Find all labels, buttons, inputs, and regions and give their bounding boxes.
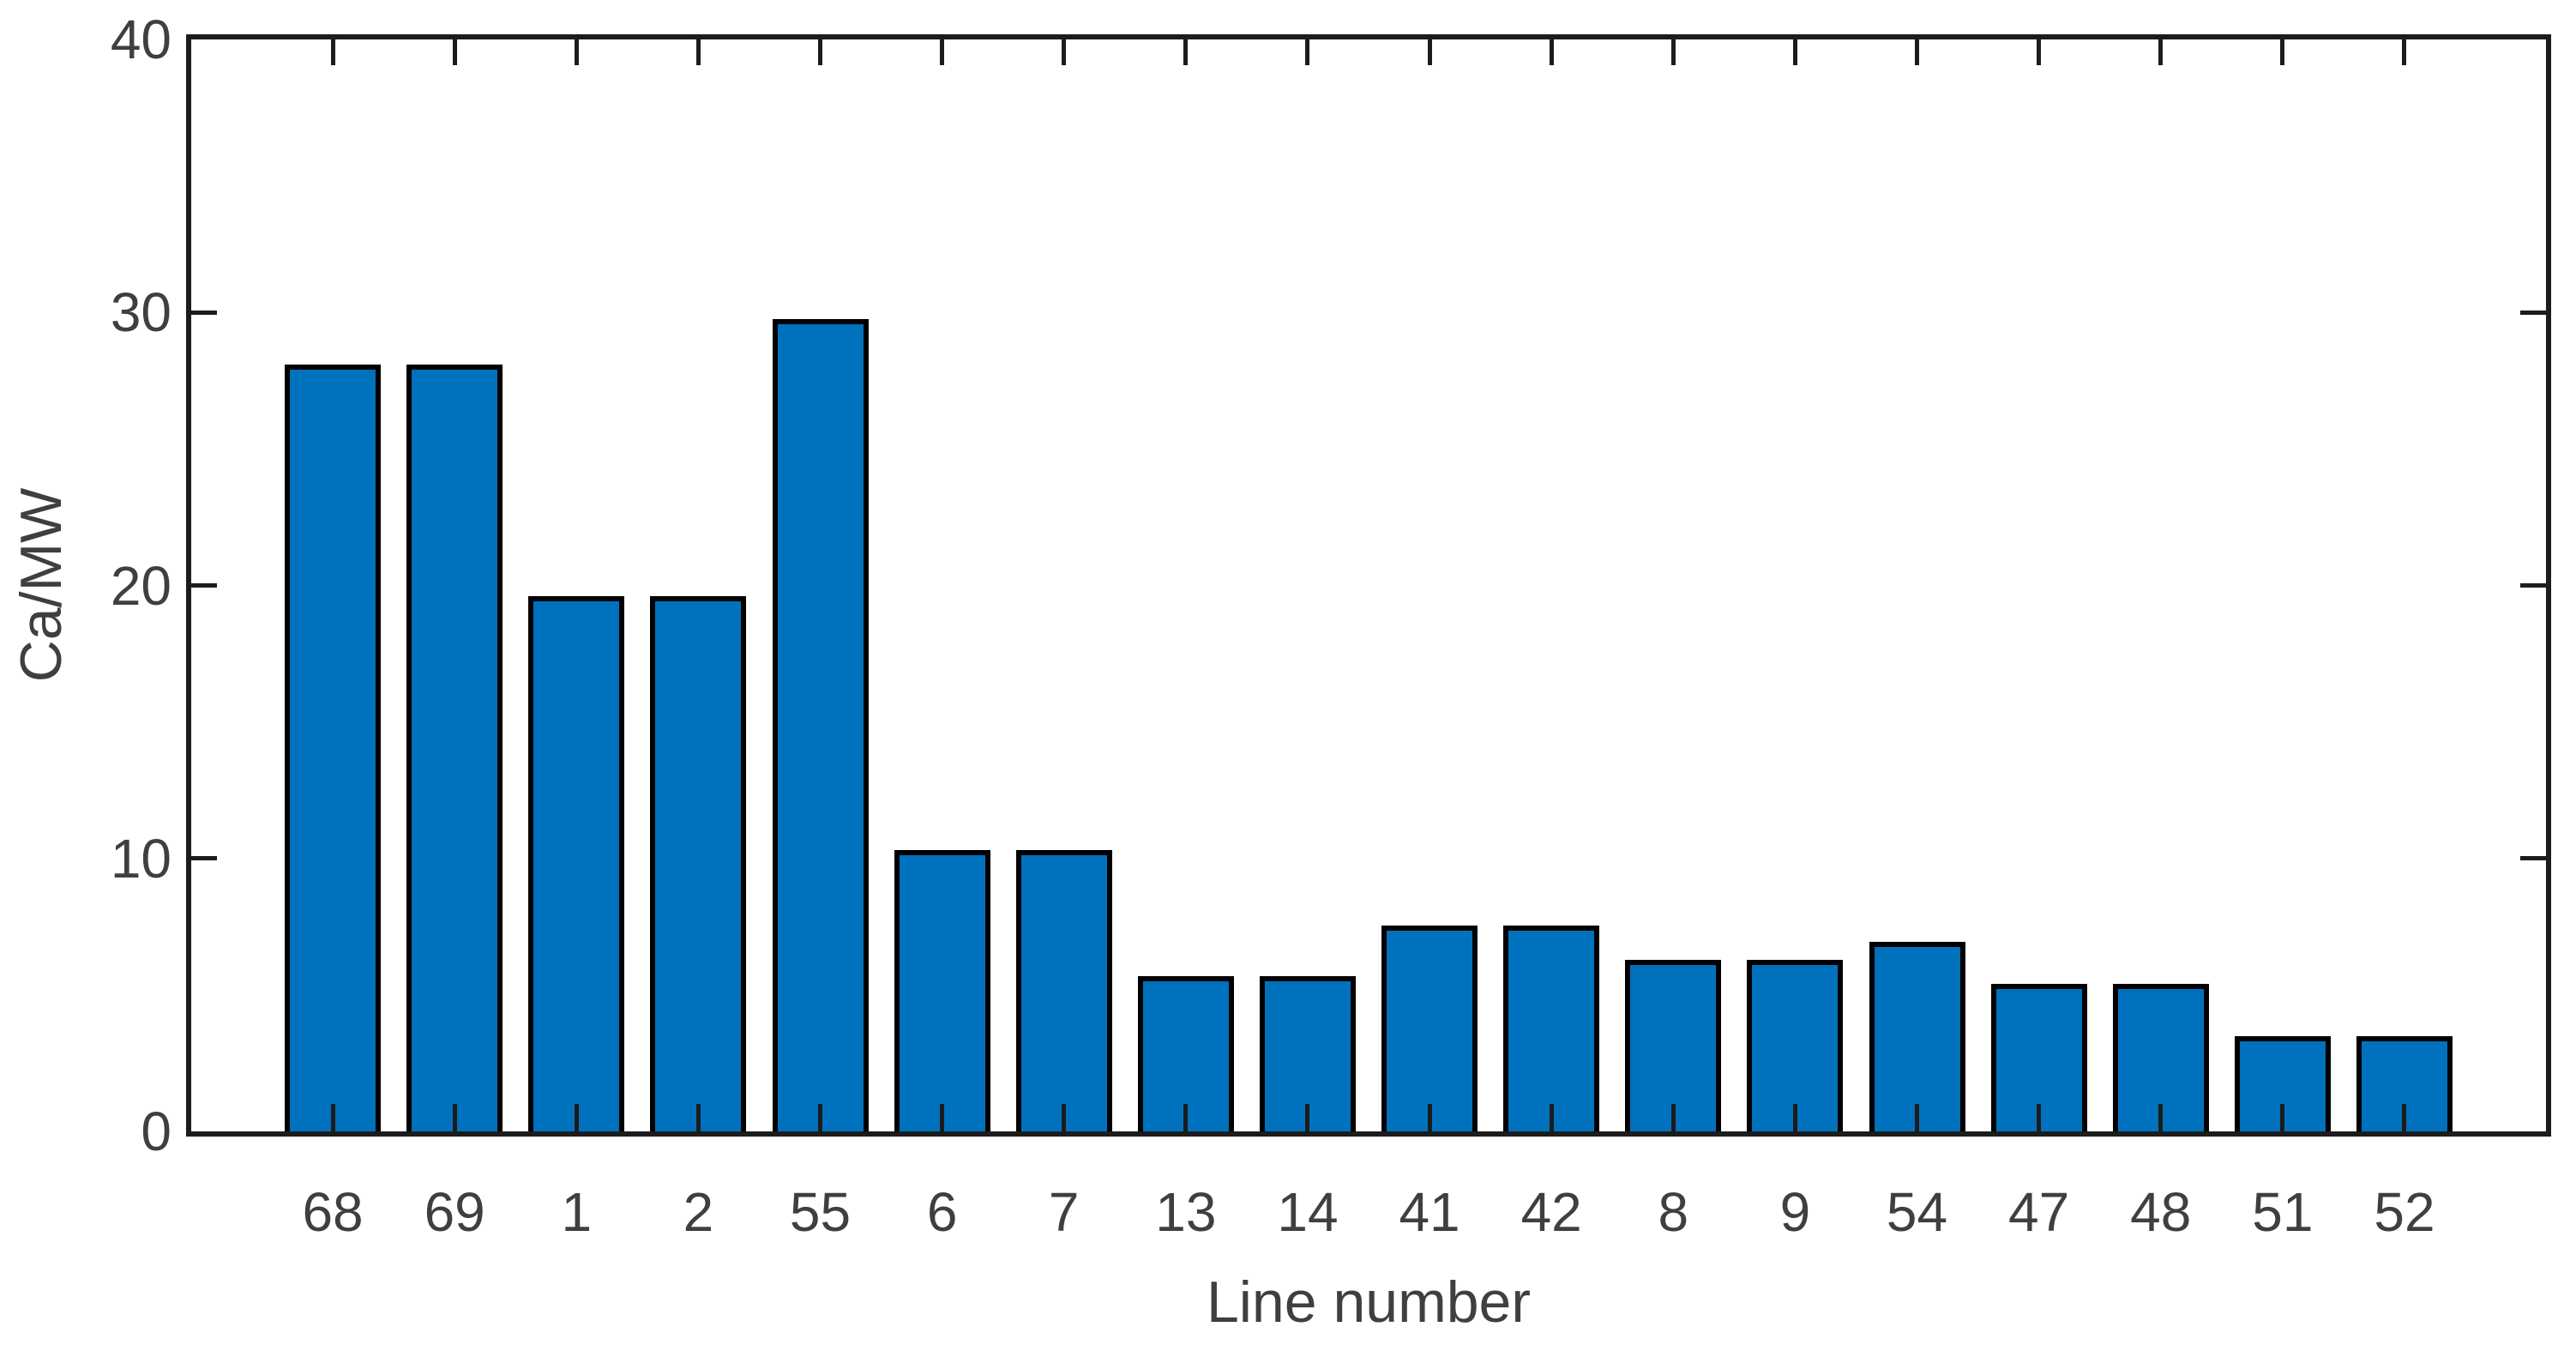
x-tick-bottom — [1792, 1104, 1797, 1131]
plot-area — [186, 34, 2551, 1137]
bar-line-1 — [528, 596, 625, 1131]
bar-line-6 — [894, 850, 990, 1131]
x-tick-bottom — [818, 1104, 822, 1131]
x-tick-bottom — [1427, 1104, 1432, 1131]
x-tick-bottom — [2158, 1104, 2164, 1131]
x-tick-top — [2037, 39, 2042, 65]
y-tick-label-20: 20 — [110, 555, 172, 617]
x-tick-bottom — [452, 1104, 457, 1131]
x-tick-label-54: 54 — [1886, 1181, 1948, 1243]
x-tick-bottom — [940, 1104, 945, 1131]
y-tick-label-10: 10 — [110, 828, 172, 890]
x-tick-top — [452, 39, 457, 65]
y-tick-label-40: 40 — [110, 9, 172, 70]
x-tick-top — [574, 39, 579, 65]
y-tick-label-0: 0 — [141, 1101, 172, 1162]
x-tick-top — [2158, 39, 2164, 65]
x-tick-label-13: 13 — [1155, 1181, 1217, 1243]
x-tick-top — [1062, 39, 1067, 65]
x-tick-bottom — [2402, 1104, 2407, 1131]
x-tick-top — [695, 39, 701, 65]
x-tick-top — [1305, 39, 1310, 65]
x-tick-label-14: 14 — [1277, 1181, 1339, 1243]
x-tick-top — [940, 39, 945, 65]
x-tick-label-48: 48 — [2130, 1181, 2192, 1243]
x-tick-bottom — [1305, 1104, 1310, 1131]
x-tick-label-41: 41 — [1399, 1181, 1460, 1243]
x-tick-label-69: 69 — [424, 1181, 485, 1243]
x-tick-label-47: 47 — [2008, 1181, 2070, 1243]
bar-line-55 — [772, 319, 869, 1131]
x-tick-top — [1427, 39, 1432, 65]
x-tick-label-42: 42 — [1520, 1181, 1582, 1243]
x-tick-bottom — [1183, 1104, 1189, 1131]
x-tick-top — [330, 39, 335, 65]
x-tick-top — [2402, 39, 2407, 65]
y-tick-right — [2520, 856, 2546, 861]
bar-line-2 — [650, 596, 747, 1131]
bar-line-8 — [1625, 960, 1722, 1131]
x-tick-top — [1670, 39, 1676, 65]
x-tick-bottom — [2280, 1104, 2285, 1131]
bar-line-7 — [1015, 850, 1112, 1131]
x-tick-label-8: 8 — [1658, 1181, 1689, 1243]
x-tick-label-1: 1 — [561, 1181, 593, 1243]
bar-line-9 — [1747, 960, 1844, 1131]
y-tick-right — [2520, 310, 2546, 315]
x-tick-top — [1915, 39, 1919, 65]
x-tick-label-7: 7 — [1048, 1181, 1080, 1243]
x-tick-bottom — [330, 1104, 335, 1131]
x-tick-top — [818, 39, 822, 65]
x-tick-bottom — [1549, 1104, 1554, 1131]
x-tick-label-2: 2 — [683, 1181, 714, 1243]
x-axis-label: Line number — [1206, 1270, 1532, 1335]
bar-line-54 — [1869, 942, 1965, 1131]
x-tick-bottom — [695, 1104, 701, 1131]
x-tick-top — [2280, 39, 2285, 65]
y-tick-right — [2520, 583, 2546, 588]
bar-line-68 — [285, 365, 382, 1131]
x-tick-bottom — [1670, 1104, 1676, 1131]
y-tick-left — [191, 310, 217, 315]
bar-line-41 — [1381, 926, 1478, 1131]
x-tick-label-55: 55 — [789, 1181, 852, 1243]
x-tick-label-6: 6 — [926, 1181, 958, 1243]
y-tick-label-30: 30 — [110, 281, 172, 343]
x-tick-label-52: 52 — [2374, 1181, 2435, 1243]
bar-line-69 — [406, 365, 503, 1131]
y-tick-left — [191, 583, 217, 588]
x-tick-label-9: 9 — [1779, 1181, 1811, 1243]
x-tick-bottom — [1062, 1104, 1067, 1131]
x-tick-bottom — [1915, 1104, 1919, 1131]
x-tick-bottom — [2037, 1104, 2042, 1131]
bar-line-51 — [2234, 1036, 2331, 1131]
x-tick-top — [1183, 39, 1189, 65]
x-tick-top — [1549, 39, 1554, 65]
x-tick-top — [1792, 39, 1797, 65]
y-tick-left — [191, 856, 217, 861]
x-tick-label-68: 68 — [302, 1181, 364, 1243]
x-tick-label-51: 51 — [2252, 1181, 2314, 1243]
bar-line-42 — [1503, 926, 1600, 1131]
x-tick-bottom — [574, 1104, 579, 1131]
